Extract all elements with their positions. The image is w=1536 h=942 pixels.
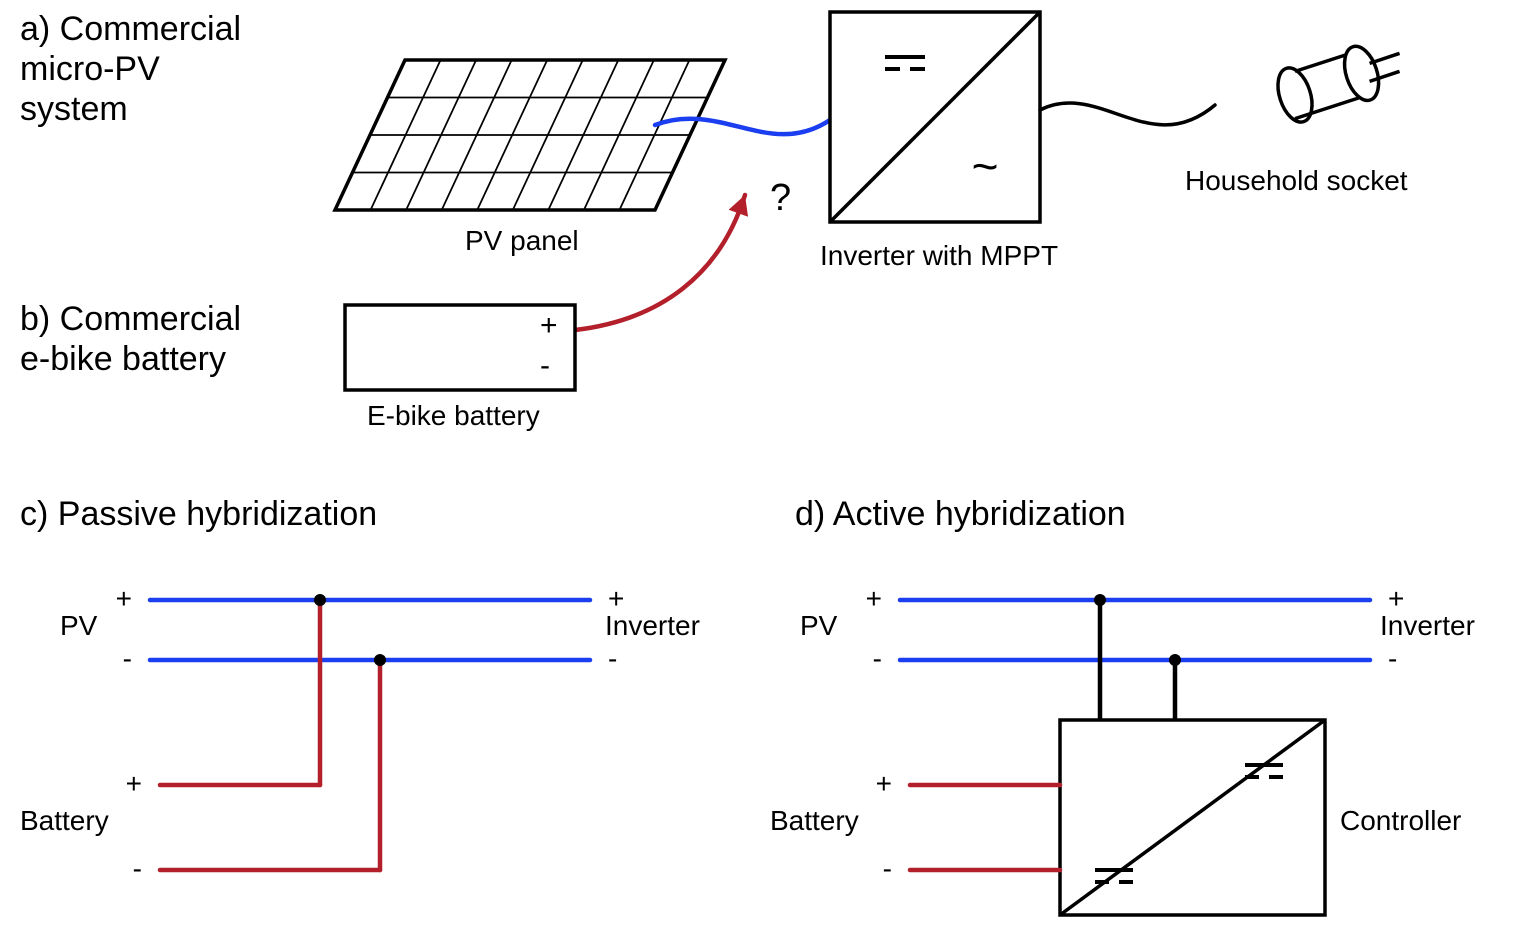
plus-symbol: + — [866, 583, 882, 614]
pv-panel-label: PV panel — [465, 225, 579, 256]
inverter-label: Inverter — [605, 610, 700, 641]
section-b-title: e-bike battery — [20, 340, 226, 378]
battery-label: Battery — [20, 805, 109, 836]
pv-label: PV — [800, 610, 838, 641]
controller-icon — [1060, 720, 1325, 915]
section-b-title: b) Commercial — [20, 300, 241, 338]
minus-symbol: - — [883, 853, 892, 884]
plus-symbol: + — [116, 583, 132, 614]
socket-icon — [1272, 42, 1400, 126]
section-a-title: a) Commercial — [20, 10, 241, 48]
minus-symbol: - — [608, 643, 617, 674]
wire-inverter-socket — [1040, 103, 1215, 125]
section-a-title: system — [20, 90, 128, 128]
ac-symbol: ~ — [972, 140, 999, 192]
inverter-mppt-label: Inverter with MPPT — [820, 240, 1058, 271]
ebike-battery-label: E-bike battery — [367, 400, 540, 431]
plus-symbol: + — [1388, 583, 1404, 614]
pv-panel-icon — [335, 60, 725, 210]
junction-node — [314, 594, 326, 606]
minus-symbol: - — [133, 853, 142, 884]
section-d-title: d) Active hybridization — [795, 495, 1126, 533]
minus-symbol: - — [540, 349, 550, 382]
pv-label: PV — [60, 610, 98, 641]
battery-label: Battery — [770, 805, 859, 836]
battery-arrow — [575, 195, 745, 330]
minus-symbol: - — [123, 643, 132, 674]
junction-node — [1094, 594, 1106, 606]
plus-symbol: + — [540, 309, 558, 342]
plus-symbol: + — [608, 583, 624, 614]
junction-node — [374, 654, 386, 666]
plus-symbol: + — [876, 768, 892, 799]
minus-symbol: - — [1388, 643, 1397, 674]
question-mark: ? — [770, 177, 791, 219]
inverter-icon: ~ — [830, 12, 1040, 222]
minus-symbol: - — [873, 643, 882, 674]
section-c-title: c) Passive hybridization — [20, 495, 377, 533]
junction-node — [1169, 654, 1181, 666]
inverter-label: Inverter — [1380, 610, 1475, 641]
plus-symbol: + — [126, 768, 142, 799]
section-a-title: micro-PV — [20, 50, 160, 88]
controller-label: Controller — [1340, 805, 1461, 836]
socket-label: Household socket — [1185, 165, 1408, 196]
